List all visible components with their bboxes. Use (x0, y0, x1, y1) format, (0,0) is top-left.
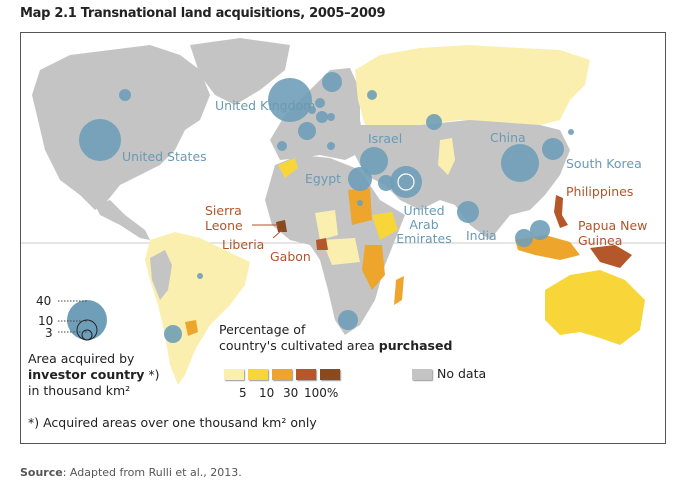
swatch-10-30 (272, 369, 292, 380)
east-africa (362, 245, 385, 290)
break-100: 100% (304, 386, 339, 400)
swatch-no-data (412, 369, 432, 380)
color-legend-title-bold: purchased (378, 338, 453, 353)
philippines (554, 195, 568, 228)
color-legend-title-2: country's cultivated area purchased (219, 338, 452, 354)
break-10: 10 (259, 386, 275, 400)
source-note: Source: Adapted from Rulli et al., 2013. (20, 466, 242, 479)
bubble-brazil (197, 273, 203, 279)
label-united-kingdom: United Kingdom (215, 98, 316, 113)
bubble-argentina (164, 325, 182, 343)
bubble-united-kingdom (268, 78, 312, 122)
uae-ring (397, 173, 415, 191)
bubble-legend-caption-2: investor country *) (28, 367, 160, 383)
bubble-china (501, 144, 539, 182)
bubble-europe (315, 98, 325, 108)
bubble-canada (119, 89, 131, 101)
liberia-leader (272, 229, 283, 239)
swatch-0-5 (224, 369, 244, 380)
bubble-legend-caption-bold: investor country (28, 367, 145, 382)
bubble-kazakhstan (426, 114, 442, 130)
label-uae: United Arab Emirates (396, 203, 452, 246)
bubble-egypt (348, 167, 372, 191)
bubble-singapore (530, 220, 550, 240)
source-text: : Adapted from Rulli et al., 2013. (62, 466, 242, 479)
bubble-europe (308, 106, 316, 114)
no-data-label: No data (437, 366, 487, 381)
bubble-legend-3: 3 (45, 326, 53, 340)
uruguay (185, 320, 198, 336)
swatch-5-10 (248, 369, 268, 380)
madagascar (394, 276, 404, 305)
papua-new-guinea (590, 245, 632, 268)
label-china: China (490, 130, 526, 145)
label-philippines: Philippines (566, 184, 634, 199)
bubble-europe (327, 113, 335, 121)
bubble-malaysia (515, 229, 533, 247)
bubble-legend-10: 10 (38, 314, 54, 328)
bubble-south-africa (338, 310, 358, 330)
north-america (32, 45, 210, 210)
bubble-legend-caption-1: Area acquired by (28, 351, 135, 366)
bubble-sudan (357, 200, 363, 206)
ethiopia (372, 212, 398, 240)
label-sierra-leone: Sierra Leone (205, 203, 243, 233)
break-5: 5 (239, 386, 247, 400)
central-africa (315, 210, 338, 240)
bubble-sweden (322, 72, 342, 92)
greenland (190, 38, 290, 105)
map-frame (20, 32, 666, 444)
label-egypt: Egypt (305, 171, 342, 186)
bubble-italy (327, 142, 335, 150)
australia (545, 270, 645, 345)
bubble-europe (316, 111, 328, 123)
bubble-russia (367, 90, 377, 100)
bubble-legend-40: 40 (36, 294, 52, 308)
bubble-france (298, 122, 316, 140)
footnote: *) Acquired areas over one thousand km² … (28, 415, 317, 430)
bubble-saudi (378, 175, 394, 191)
bubble-portugal (277, 141, 287, 151)
congo (322, 238, 360, 265)
label-india: India (466, 228, 497, 243)
bubble-legend-star: *) (148, 367, 160, 382)
south-america (145, 232, 250, 385)
color-legend-title-1: Percentage of (219, 322, 306, 337)
central-america (95, 200, 150, 240)
sudan (348, 188, 372, 225)
bubble-uae (390, 166, 422, 198)
source-label: Source (20, 466, 63, 479)
south-america-nodata (150, 250, 172, 300)
liberia (276, 220, 287, 232)
swatch-30-100 (296, 369, 316, 380)
russia (355, 45, 590, 130)
bubble-japan (568, 129, 574, 135)
label-south-korea: South Korea (566, 156, 642, 171)
label-gabon: Gabon (270, 249, 311, 264)
bubble-size-legend (58, 300, 107, 341)
label-united-states: United States (122, 149, 207, 164)
investor-bubbles (79, 72, 574, 343)
label-israel: Israel (368, 131, 403, 146)
gabon (316, 238, 328, 250)
bubble-south-korea (542, 138, 564, 160)
label-liberia: Liberia (222, 237, 265, 252)
break-30: 30 (283, 386, 299, 400)
bubble-india (457, 201, 479, 223)
color-legend-title-text: country's cultivated area (219, 338, 379, 353)
pakistan (438, 138, 455, 175)
label-papua-new-guinea: Papua New Guinea (578, 218, 648, 248)
morocco (278, 158, 298, 178)
bubble-legend-caption-3: in thousand km² (28, 383, 131, 398)
map-title: Map 2.1 Transnational land acquisitions,… (20, 6, 386, 21)
bubble-israel (360, 147, 388, 175)
bubble-united-states (79, 119, 121, 161)
swatch-100 (320, 369, 340, 380)
